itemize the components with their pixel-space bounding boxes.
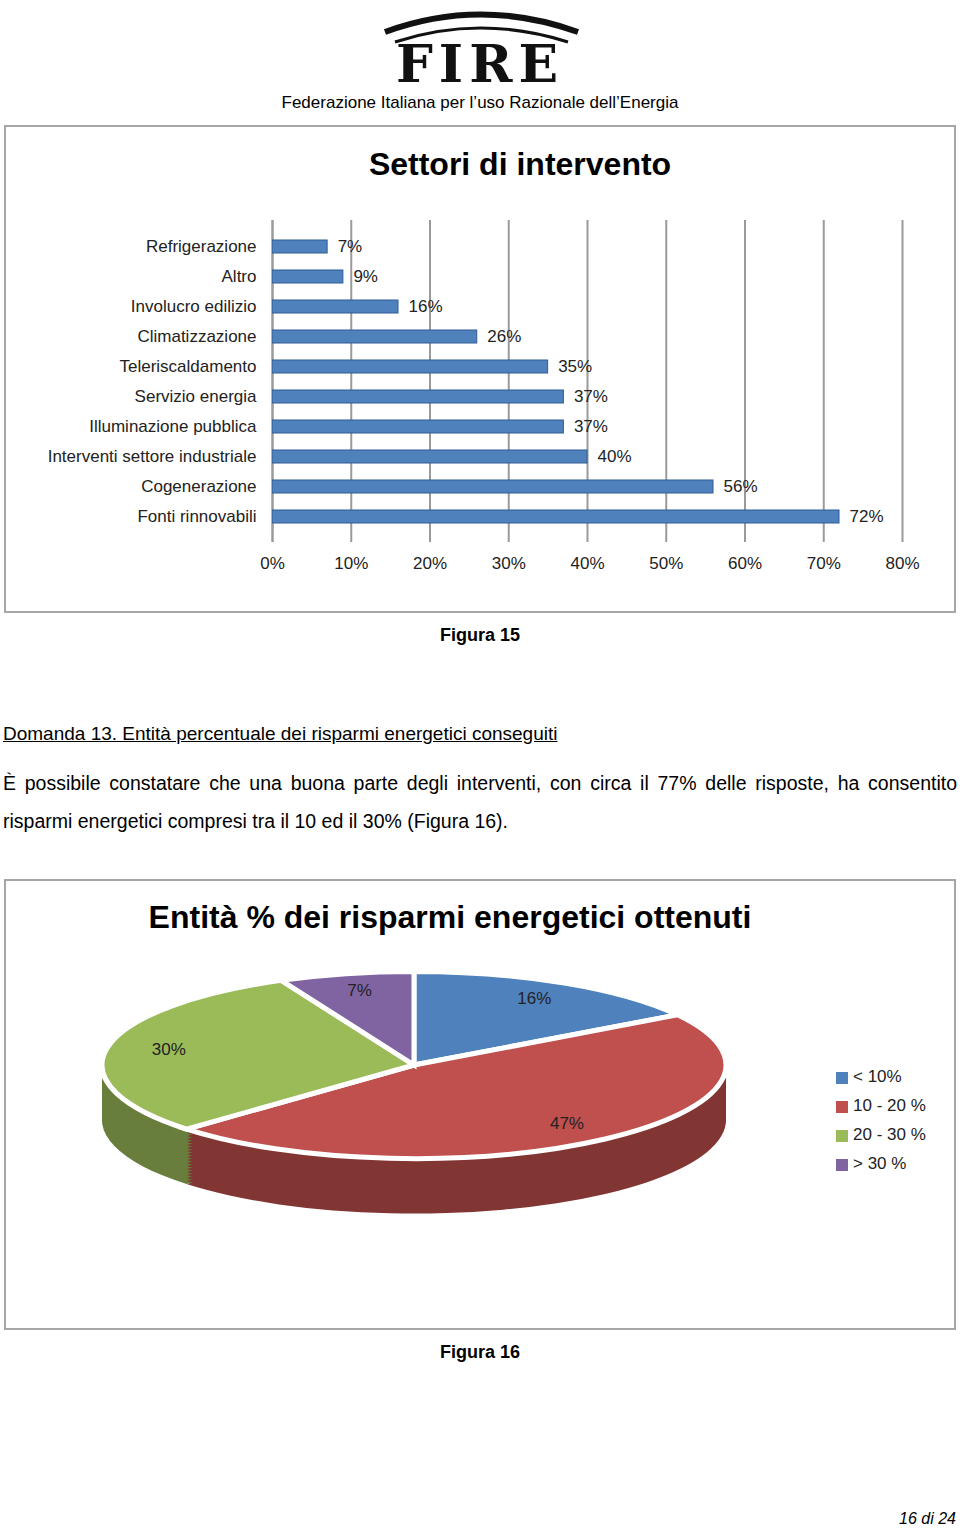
svg-text:37%: 37% [574, 387, 608, 406]
svg-text:30%: 30% [152, 1040, 186, 1059]
svg-text:Involucro edilizio: Involucro edilizio [131, 297, 257, 316]
svg-text:16%: 16% [409, 297, 443, 316]
svg-text:Refrigerazione: Refrigerazione [146, 237, 257, 256]
svg-text:Servizio energia: Servizio energia [135, 387, 257, 406]
svg-text:> 30 %: > 30 % [853, 1154, 906, 1173]
svg-text:20%: 20% [413, 554, 447, 573]
svg-text:60%: 60% [728, 554, 762, 573]
svg-text:Teleriscaldamento: Teleriscaldamento [119, 357, 256, 376]
html-text:Domanda 13. Entità percentuale: Domanda 13. Entità percentuale dei rispa… [3, 723, 558, 744]
svg-text:0%: 0% [260, 554, 285, 573]
svg-text:Altro: Altro [222, 267, 257, 286]
html-text:Entità % dei risparmi energeti: Entità % dei risparmi energetici ottenut… [148, 899, 752, 935]
svg-text:80%: 80% [885, 554, 919, 573]
svg-text:30%: 30% [492, 554, 526, 573]
svg-text:40%: 40% [570, 554, 604, 573]
svg-text:Fonti rinnovabili: Fonti rinnovabili [137, 507, 256, 526]
html-text:Federazione Italiana per l’uso: Federazione Italiana per l’uso Razionale… [281, 93, 679, 112]
svg-text:40%: 40% [598, 447, 632, 466]
svg-text:< 10%: < 10% [853, 1067, 902, 1086]
html-text:È possibile constatare che una: È possibile constatare che una buona par… [3, 772, 957, 832]
svg-text:47%: 47% [550, 1114, 584, 1133]
svg-text:35%: 35% [558, 357, 592, 376]
html-text:Settori di intervento: Settori di intervento [368, 146, 672, 182]
html-text:16 di 24: 16 di 24 [899, 1510, 956, 1527]
svg-text:10 - 20 %: 10 - 20 % [853, 1096, 926, 1115]
svg-text:Illuminazione pubblica: Illuminazione pubblica [89, 417, 257, 436]
svg-text:Interventi settore industriale: Interventi settore industriale [48, 447, 257, 466]
svg-text:72%: 72% [850, 507, 884, 526]
svg-text:70%: 70% [807, 554, 841, 573]
svg-text:20 - 30 %: 20 - 30 % [853, 1125, 926, 1144]
svg-text:Climatizzazione: Climatizzazione [137, 327, 256, 346]
html-text:Figura 15: Figura 15 [440, 625, 520, 645]
svg-text:7%: 7% [347, 981, 372, 1000]
svg-text:50%: 50% [649, 554, 683, 573]
svg-text:FIRE: FIRE [396, 33, 564, 92]
svg-text:37%: 37% [574, 417, 608, 436]
svg-text:26%: 26% [487, 327, 521, 346]
html-text:Figura 16: Figura 16 [440, 1342, 520, 1362]
svg-text:56%: 56% [724, 477, 758, 496]
svg-text:9%: 9% [353, 267, 378, 286]
svg-text:7%: 7% [338, 237, 363, 256]
svg-text:10%: 10% [334, 554, 368, 573]
svg-text:16%: 16% [517, 989, 551, 1008]
svg-text:Cogenerazione: Cogenerazione [141, 477, 256, 496]
